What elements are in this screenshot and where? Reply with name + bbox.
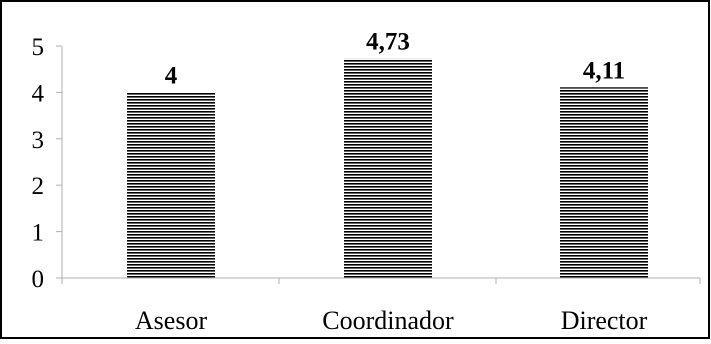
y-tick-label: 2	[32, 173, 45, 200]
y-tick-label: 0	[32, 266, 45, 293]
data-label-asesor: 4	[165, 62, 178, 89]
y-tick-group: 0 1 2 3 4 5	[32, 34, 701, 293]
y-tick-label: 5	[32, 34, 45, 61]
data-label-group: 4 4,73 4,11	[165, 29, 625, 90]
y-tick-label: 3	[32, 127, 45, 154]
category-label-director: Director	[561, 306, 648, 335]
bar-director	[560, 87, 648, 279]
data-label-director: 4,11	[583, 57, 625, 84]
bar-asesor	[127, 92, 215, 279]
category-label-asesor: Asesor	[135, 306, 208, 335]
y-tick-label: 1	[32, 220, 45, 247]
bar-coordinador	[344, 58, 432, 278]
data-label-coordinador: 4,73	[366, 29, 410, 56]
bar-group	[127, 58, 648, 279]
category-label-group: Asesor Coordinador Director	[135, 306, 648, 335]
category-label-coordinador: Coordinador	[322, 306, 454, 335]
y-tick-label: 4	[32, 80, 45, 107]
